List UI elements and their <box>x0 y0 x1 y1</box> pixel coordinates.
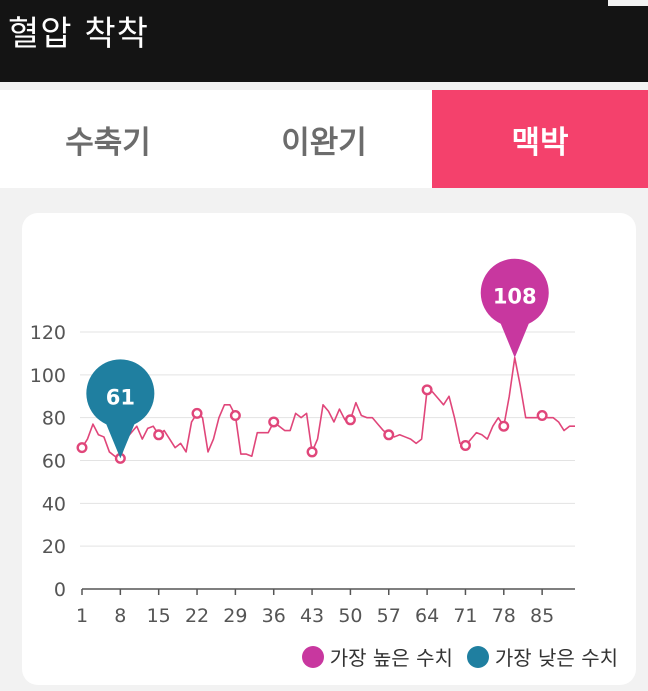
tab-diastolic[interactable]: 이완기 <box>281 124 367 161</box>
data-point <box>421 384 433 396</box>
max-value-pin <box>480 258 549 358</box>
x-tick-label: 22 <box>185 605 209 627</box>
x-tick-label: 50 <box>338 605 362 627</box>
data-point <box>536 410 548 422</box>
data-point <box>459 440 471 452</box>
data-point <box>498 420 510 432</box>
x-tick-label: 85 <box>530 605 554 627</box>
y-tick-label: 0 <box>54 579 66 601</box>
chart-card: 0 20 40 60 80 100 120 1 8 15 22 29 36 43 50 57 64 71 78 85 1… <box>22 213 636 685</box>
x-tick-label: 15 <box>147 605 171 627</box>
data-point <box>153 429 165 441</box>
legend-dot-high <box>301 645 324 668</box>
y-tick-label: 120 <box>30 322 66 344</box>
min-value-label: 61 <box>106 385 135 409</box>
data-point <box>191 407 203 419</box>
y-tick-label: 80 <box>42 408 66 430</box>
tab-pulse[interactable]: 맥박 <box>432 90 648 188</box>
data-point <box>306 446 318 458</box>
data-point <box>268 416 280 428</box>
data-point <box>344 414 356 426</box>
x-tick-label: 57 <box>377 605 401 627</box>
series-line <box>81 356 575 460</box>
x-tick-label: 43 <box>300 605 324 627</box>
x-tick-label: 8 <box>114 605 126 627</box>
legend-item-low: 가장 낮은 수치 <box>466 642 618 671</box>
header-corner <box>608 0 648 6</box>
data-point <box>76 442 88 454</box>
pulse-chart: 0 20 40 60 80 100 120 1 8 15 22 29 36 43 50 57 64 71 78 85 1… <box>30 258 575 627</box>
y-tick-label: 100 <box>30 365 66 387</box>
x-tick-label: 78 <box>492 605 516 627</box>
legend-item-high: 가장 높은 수치 <box>301 642 453 671</box>
data-point <box>229 410 241 422</box>
x-tick-label: 36 <box>262 605 286 627</box>
legend-dot-low <box>466 645 489 668</box>
x-tick-label: 71 <box>453 605 477 627</box>
y-tick-label: 60 <box>42 451 66 473</box>
max-value-label: 108 <box>493 285 537 309</box>
tab-systolic[interactable]: 수축기 <box>65 124 151 161</box>
legend-label-low: 가장 낮은 수치 <box>494 646 618 670</box>
data-point <box>383 429 395 441</box>
app-header: 혈압 착착 <box>0 0 648 82</box>
x-tick-label: 64 <box>415 605 439 627</box>
min-value-pin <box>86 359 155 459</box>
x-tick-label: 1 <box>76 605 88 627</box>
app-title: 혈압 착착 <box>8 14 149 54</box>
x-tick-label: 29 <box>223 605 247 627</box>
legend-label-high: 가장 높은 수치 <box>329 646 453 670</box>
y-tick-label: 40 <box>42 493 66 515</box>
y-tick-label: 20 <box>42 536 66 558</box>
tab-bar: 수축기 이완기 맥박 <box>0 90 648 188</box>
chart-legend: 가장 높은 수치 가장 낮은 수치 <box>301 642 618 671</box>
